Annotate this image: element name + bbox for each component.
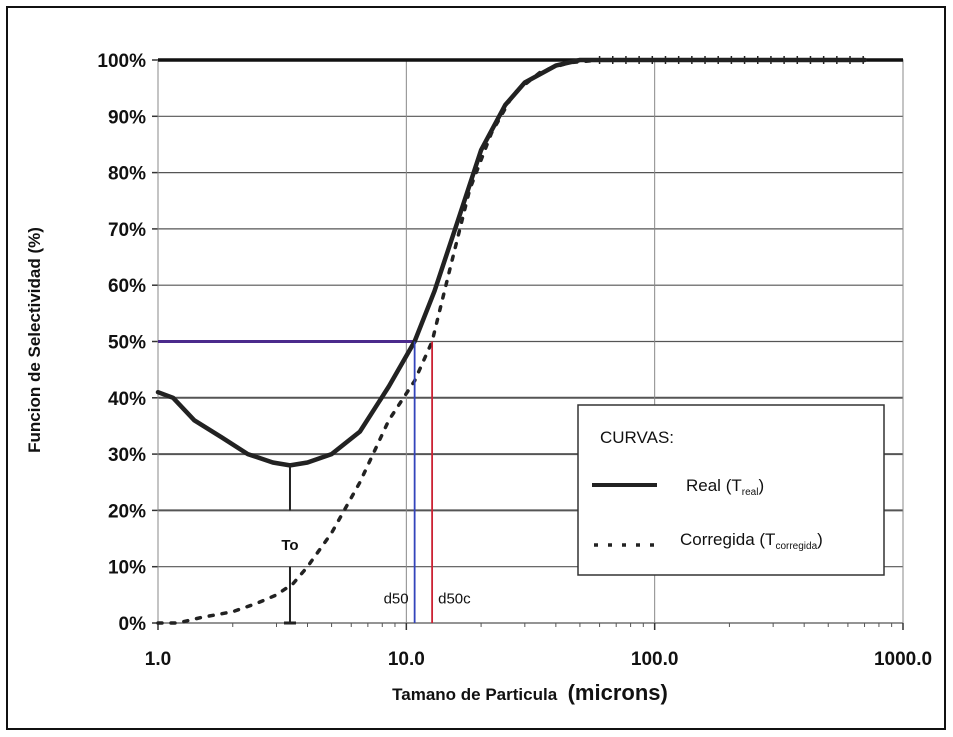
legend-entry-corregida-label: Corregida (680, 530, 755, 549)
series-line-corregida (156, 58, 867, 625)
y-tick-label: 40% (108, 389, 146, 410)
x-axis-label-unit: (microns) (568, 680, 668, 705)
series-layer (155, 56, 903, 625)
y-tick-label: 100% (97, 51, 146, 72)
series-line-real (155, 57, 867, 468)
marker-label-d50c: d50c (438, 590, 471, 607)
to-marker-label: To (281, 537, 298, 554)
legend-entry-real-sub: real (742, 487, 759, 498)
legend-entry-corregida-sub: corregida (775, 541, 817, 552)
legend-entry-corregida: Corregida (Tcorregida) (680, 530, 823, 552)
y-tick-label: 70% (108, 220, 146, 241)
legend: CURVAS: Real (Treal) Corregida (Tcorregi… (577, 404, 885, 576)
legend-entry-real: Real (Treal) (686, 476, 764, 498)
x-axis-label-text: Tamano de Particula (392, 685, 558, 704)
y-tick-label: 90% (108, 107, 146, 128)
y-tick-label: 30% (108, 445, 146, 466)
x-tick-label: 1000.0 (874, 649, 932, 670)
y-tick-label: 80% (108, 164, 146, 185)
y-tick-label: 20% (108, 501, 146, 522)
y-tick-label: 0% (119, 614, 147, 635)
y-tick-label: 10% (108, 558, 146, 579)
x-tick-label: 100.0 (631, 649, 679, 670)
marker-layer: To d50 d50c (281, 341, 471, 625)
legend-entry-real-label: Real (686, 476, 721, 495)
chart-frame (6, 6, 946, 730)
x-tick-label: 1.0 (145, 649, 171, 670)
x-axis-label: Tamano de Particula (microns) (392, 680, 668, 705)
x-tick-label: 10.0 (388, 649, 425, 670)
legend-box (577, 404, 885, 576)
marker-label-d50: d50 (384, 590, 409, 607)
tick-labels: 0% 10% 20% 30% 40% 50% 60% 70% 80% 90% 100% 1.0 10.0… (97, 51, 932, 670)
y-tick-label: 50% (108, 333, 146, 354)
y-tick-label: 60% (108, 276, 146, 297)
y-axis-label: Funcion de Selectividad (%) (25, 227, 44, 453)
legend-title: CURVAS: (600, 428, 674, 447)
